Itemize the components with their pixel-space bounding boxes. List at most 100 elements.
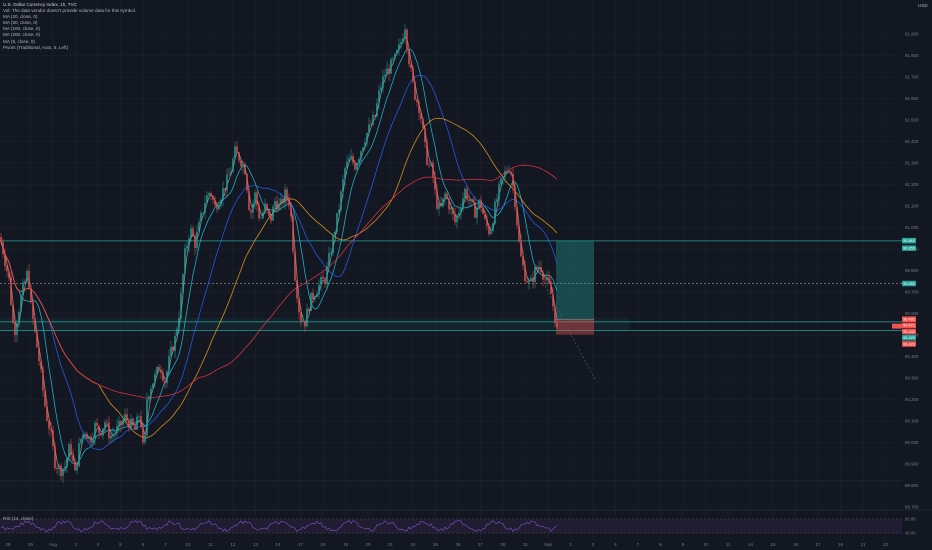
legend-ma-100[interactable]: MA (100, close, 0) <box>3 26 41 32</box>
candle-body <box>440 203 442 206</box>
candle-body <box>232 158 234 172</box>
candle-body <box>198 221 200 232</box>
candle-body <box>530 278 532 281</box>
time-axis-label: 13 <box>253 542 258 547</box>
candle-body <box>46 406 48 421</box>
candle-body <box>138 416 140 417</box>
candle-body <box>434 176 436 190</box>
candle-body <box>264 203 266 213</box>
long-position-tool[interactable] <box>544 240 597 382</box>
rsi-title[interactable]: RSI (14, close) <box>3 516 34 521</box>
candle-body <box>396 49 398 54</box>
price-axis-label: 89.700 <box>905 505 919 510</box>
candle-body <box>290 205 292 217</box>
time-axis-label: 2 <box>569 542 572 547</box>
candle-body <box>228 174 230 176</box>
candle-body <box>420 113 422 120</box>
candle-body <box>204 202 206 213</box>
price-axis-label: 91.300 <box>905 161 919 166</box>
candle-body <box>108 422 110 439</box>
time-axis-label: 11 <box>208 542 213 547</box>
candle-body <box>178 317 180 329</box>
symbol-title[interactable]: U.S. Dollar Currency Index, 1h, TVC <box>3 2 77 7</box>
candle-body <box>334 231 336 235</box>
legend-ma-50[interactable]: MA (50, close, 0) <box>3 20 38 26</box>
legend-pivots[interactable]: Pivots (Traditional, Auto, 5, Left) <box>3 44 69 50</box>
candle-body <box>90 437 92 443</box>
candle-body <box>402 38 404 43</box>
candle-body <box>168 356 170 372</box>
price-badge-text: 90.660 <box>903 282 915 286</box>
rsi-pane[interactable]: 80.00 40.00 <box>0 509 932 536</box>
candle-body <box>82 434 84 439</box>
candle-body <box>432 162 434 177</box>
candle-body <box>554 306 556 324</box>
time-axis-label: 21 <box>861 542 866 547</box>
candle-body <box>404 29 406 39</box>
candle-body <box>164 380 166 384</box>
candle-body <box>322 277 324 280</box>
candle-body <box>72 455 74 461</box>
candle-body <box>40 361 42 370</box>
time-axis-label: 6 <box>142 542 145 547</box>
candle-body <box>500 178 502 185</box>
candle-body <box>52 430 54 447</box>
price-badge-text: 90.471 <box>903 324 915 328</box>
candle-body <box>132 418 134 426</box>
candle-body <box>418 102 420 114</box>
price-axis-label: 91.800 <box>905 53 919 58</box>
candle-body <box>188 238 190 246</box>
candle-body <box>200 212 202 222</box>
candle-body <box>158 366 160 371</box>
candle-body <box>482 207 484 214</box>
candle-body <box>270 215 272 221</box>
candle-body <box>222 188 224 200</box>
candle-body <box>136 416 138 430</box>
candle-body <box>390 59 392 74</box>
candle-body <box>146 399 148 436</box>
candle-body <box>422 119 424 128</box>
candle-body <box>184 248 186 275</box>
time-axis-label: 5 <box>119 542 122 547</box>
candle-body <box>458 212 460 216</box>
price-badge <box>902 328 916 335</box>
candle-body <box>104 422 106 429</box>
candle-body <box>236 146 238 153</box>
candle-body <box>84 433 86 435</box>
candle-body <box>38 347 40 362</box>
candle-body <box>386 68 388 75</box>
candle-body <box>226 174 228 191</box>
candle-body <box>18 312 20 324</box>
candle-body <box>450 207 452 210</box>
candle-body <box>442 198 444 206</box>
legend-volume[interactable]: Vol: The data vendor doesn't provide vol… <box>3 8 137 14</box>
candle-body <box>328 253 330 266</box>
price-axis-label: 91.500 <box>905 118 919 123</box>
candle-body <box>268 210 270 216</box>
time-axis-label: 3 <box>74 542 77 547</box>
candle-body <box>32 302 34 319</box>
time-axis-label: 17 <box>298 542 303 547</box>
price-axis-label: 91.900 <box>905 32 919 37</box>
legend-ma-20[interactable]: MA (20, close, 0) <box>3 14 38 20</box>
candle-body <box>126 414 128 421</box>
price-badge-text: 90.420 <box>903 342 915 346</box>
candle-body <box>202 212 204 214</box>
candle-body <box>550 282 552 294</box>
candle-body <box>76 466 78 471</box>
candle-body <box>490 230 492 235</box>
price-badge-text: 90.492 <box>903 318 915 322</box>
candle-body <box>42 369 44 391</box>
candle-body <box>60 465 62 476</box>
price-axis-label: 90.400 <box>905 354 919 359</box>
candle-body <box>112 434 114 436</box>
legend-ma-200[interactable]: MA (200, close, 0) <box>3 32 41 38</box>
candle-body <box>176 328 178 337</box>
candle-body <box>356 163 358 170</box>
candle-body <box>352 156 354 163</box>
legend-ma-5[interactable]: MA (5, close, 0) <box>3 38 35 44</box>
candle-body <box>308 308 310 312</box>
candle-body <box>296 280 298 299</box>
